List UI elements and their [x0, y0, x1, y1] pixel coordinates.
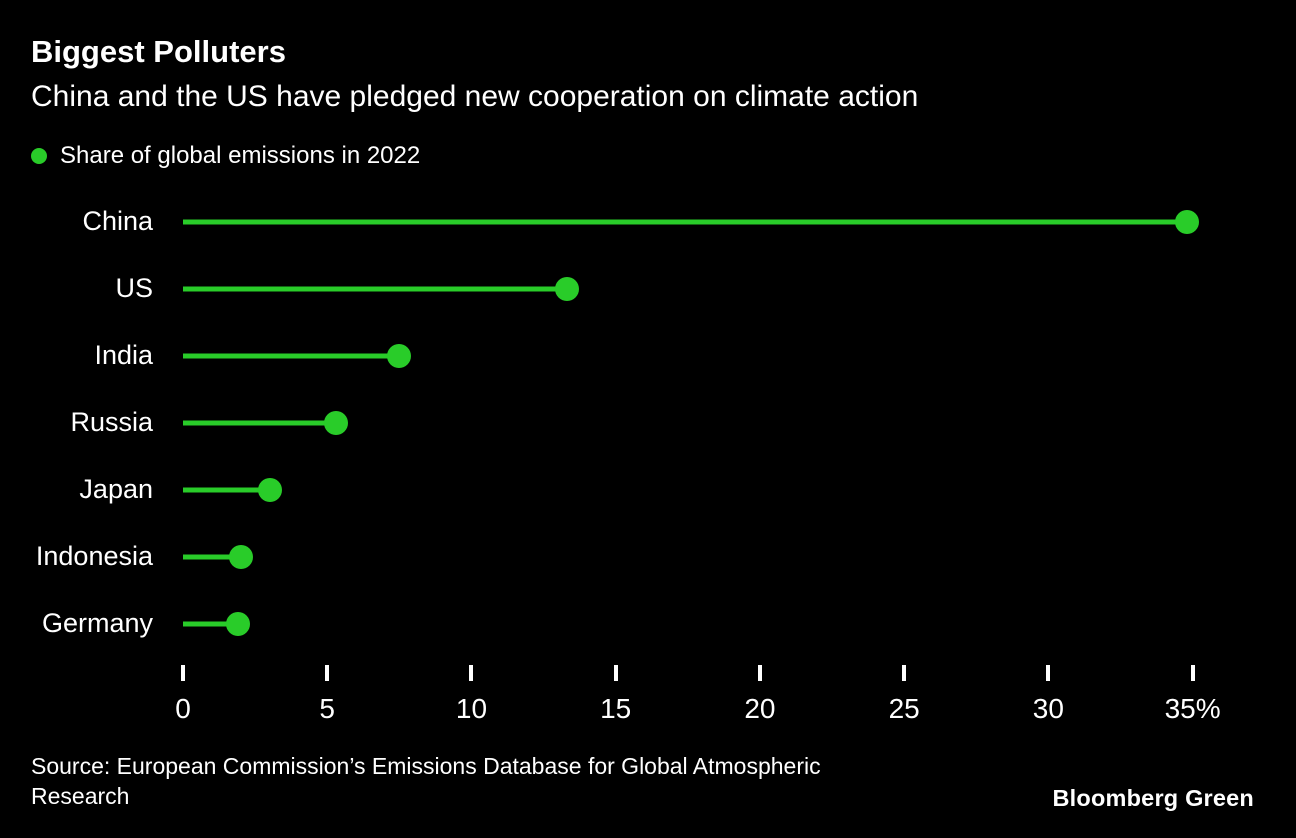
chart-row: Japan — [31, 456, 1254, 523]
lollipop-dot — [228, 544, 253, 569]
lollipop-stem — [183, 621, 238, 627]
brand-logo: Bloomberg Green — [1052, 785, 1254, 811]
axis-tick-mark — [757, 665, 762, 682]
axis-tick-mark — [1190, 665, 1195, 682]
row-plot-area — [183, 523, 1254, 590]
axis-tick-label: 30 — [1032, 693, 1064, 725]
category-label: US — [115, 273, 153, 304]
lollipop-dot — [225, 611, 250, 636]
chart-row: Indonesia — [31, 523, 1254, 590]
legend-label: Share of global emissions in 2022 — [60, 142, 421, 170]
source-line-1: Source: European Commission’s Emissions … — [31, 753, 821, 780]
axis-tick-mark — [325, 665, 330, 682]
legend-dot-icon — [31, 148, 47, 165]
category-label: India — [94, 340, 153, 371]
axis-tick-label: 20 — [744, 693, 776, 725]
lollipop-dot — [1174, 209, 1199, 234]
axis-tick-label: 10 — [455, 693, 488, 725]
footer: Source: European Commission’s Emissions … — [31, 752, 1254, 812]
source-line-2: Research — [31, 783, 130, 810]
x-axis: 0 5 10 15 20 25 30 35% — [175, 657, 1254, 739]
chart-row: Russia — [31, 389, 1254, 456]
axis-tick-mark — [181, 665, 185, 682]
axis-tick-mark — [1046, 665, 1051, 682]
lollipop-stem — [183, 286, 567, 292]
row-plot-area — [183, 255, 1254, 322]
chart-row: India — [31, 322, 1254, 389]
axis-tick-label: 5 — [319, 693, 336, 725]
lollipop-stem — [183, 554, 241, 560]
axis-tick-mark — [613, 665, 618, 682]
chart-subtitle: China and the US have pledged new cooper… — [31, 79, 919, 113]
chart-title: Biggest Polluters — [31, 34, 286, 69]
row-plot-area — [183, 322, 1254, 389]
chart-row: Germany — [31, 590, 1254, 657]
chart-row: China — [31, 188, 1254, 255]
axis-tick-label: 0 — [175, 693, 191, 725]
lollipop-stem — [183, 219, 1187, 225]
lollipop-dot — [323, 410, 348, 435]
legend: Share of global emissions in 2022 — [31, 142, 1254, 170]
category-label: Japan — [79, 474, 153, 505]
axis-tick-label: 15 — [600, 693, 632, 725]
axis-tick-label: 25 — [888, 693, 920, 725]
lollipop-stem — [183, 487, 270, 493]
category-label: Russia — [70, 407, 153, 438]
source-note: Source: European Commission’s Emissions … — [31, 752, 821, 812]
lollipop-dot — [387, 343, 412, 368]
row-plot-area — [183, 456, 1254, 523]
row-plot-area — [183, 188, 1254, 255]
category-label: Indonesia — [35, 541, 153, 572]
lollipop-stem — [183, 420, 336, 426]
axis-tick-mark — [469, 665, 474, 682]
lollipop-stem — [183, 353, 400, 359]
category-label: China — [82, 206, 153, 237]
row-plot-area — [183, 590, 1254, 657]
axis-tick-label: 35% — [1164, 693, 1221, 725]
axis-tick-mark — [902, 665, 907, 682]
row-plot-area — [183, 389, 1254, 456]
chart-row: US — [31, 255, 1254, 322]
category-label: Germany — [41, 608, 153, 639]
lollipop-dot — [554, 276, 579, 301]
lollipop-chart: China US India Russia Japan Indonesia Germany — [31, 188, 1254, 657]
lollipop-dot — [257, 477, 282, 502]
